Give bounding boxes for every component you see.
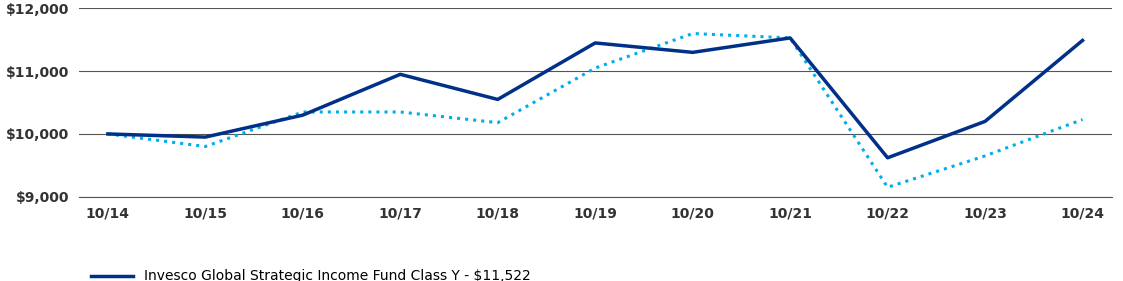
Legend: Invesco Global Strategic Income Fund Class Y - $11,522, Bloomberg Global Aggrega: Invesco Global Strategic Income Fund Cla… (85, 264, 536, 281)
